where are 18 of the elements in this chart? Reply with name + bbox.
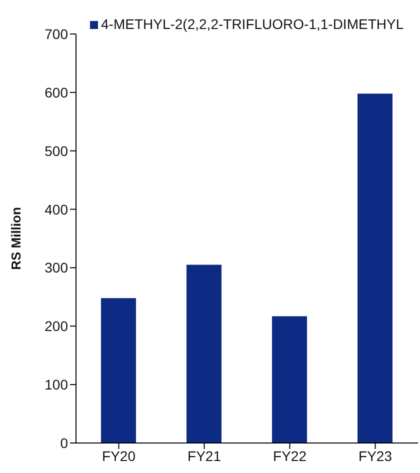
legend-label: 4-METHYL-2(2,2,2-TRIFLUORO-1,1-DIMETHYL [101, 16, 404, 32]
x-tick-label: FY20 [102, 448, 136, 464]
y-axis-title: RS Million [8, 207, 24, 270]
bar [358, 94, 392, 443]
y-tick-label: 500 [44, 142, 68, 159]
y-tick-label: 400 [44, 201, 68, 218]
bar [101, 298, 136, 443]
y-tick-label: 0 [60, 434, 68, 451]
y-tick-label: 200 [44, 318, 68, 334]
y-tick-label: 100 [44, 376, 68, 393]
x-tick-label: FY22 [273, 448, 307, 464]
bar [186, 264, 222, 443]
y-tick-label: 600 [44, 84, 68, 100]
x-tick-label: FY23 [358, 448, 392, 464]
y-tick-label: 700 [44, 26, 68, 42]
y-tick-label: 300 [44, 260, 68, 276]
bar [272, 316, 307, 443]
x-tick-label: FY21 [188, 448, 222, 464]
